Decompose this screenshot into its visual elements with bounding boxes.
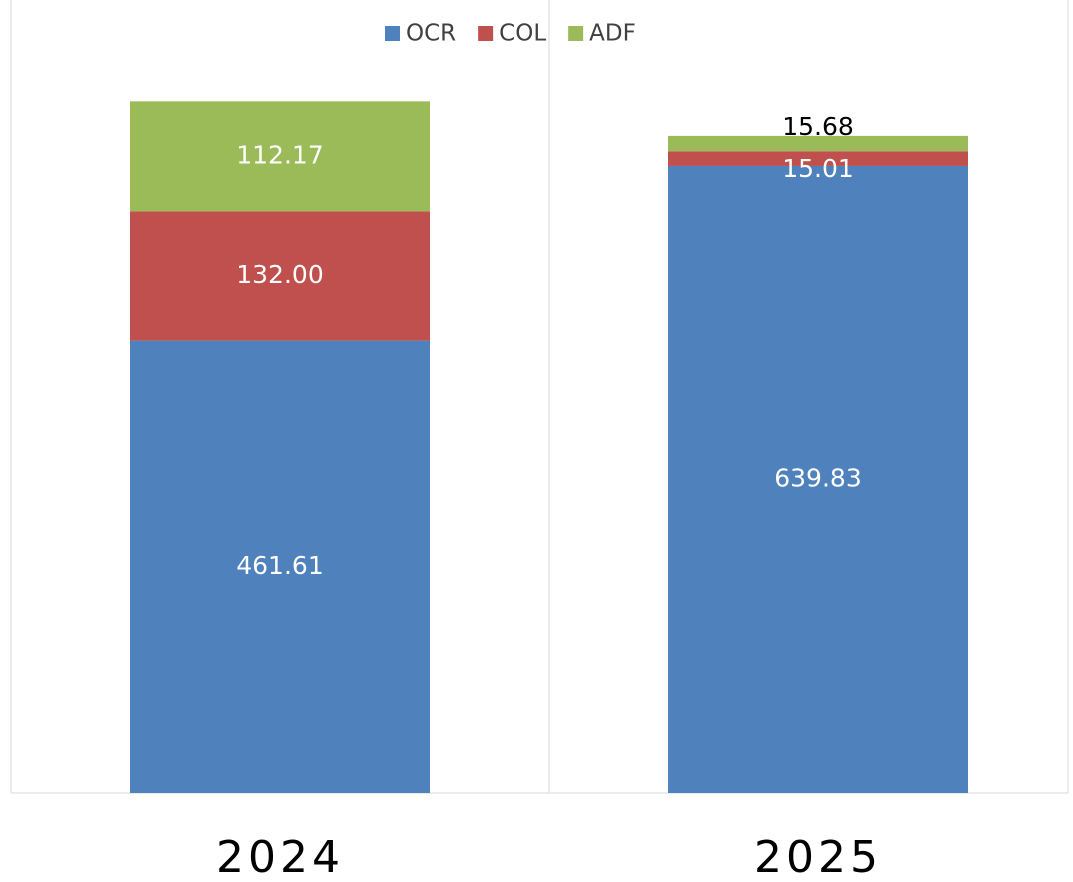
data-label: 639.83 [774,463,861,492]
chart: OCR COL ADF 2024 461.61 132.00 112.17 2025 639.… [0,0,1073,882]
legend-swatch [478,26,493,41]
legend-label: ADF [589,21,636,47]
legend: OCR COL ADF [385,21,636,47]
legend-label: COL [499,21,546,47]
legend-swatch [385,26,400,41]
data-label: 15.68 [782,112,854,141]
data-label: 15.01 [782,154,854,183]
x-tick-label: 2025 [754,832,882,882]
legend-label: OCR [406,21,456,47]
legend-swatch [568,26,583,41]
data-label: 112.17 [236,140,323,169]
x-tick-label: 2024 [216,832,344,882]
data-label: 132.00 [236,260,323,289]
data-label: 461.61 [236,551,323,580]
